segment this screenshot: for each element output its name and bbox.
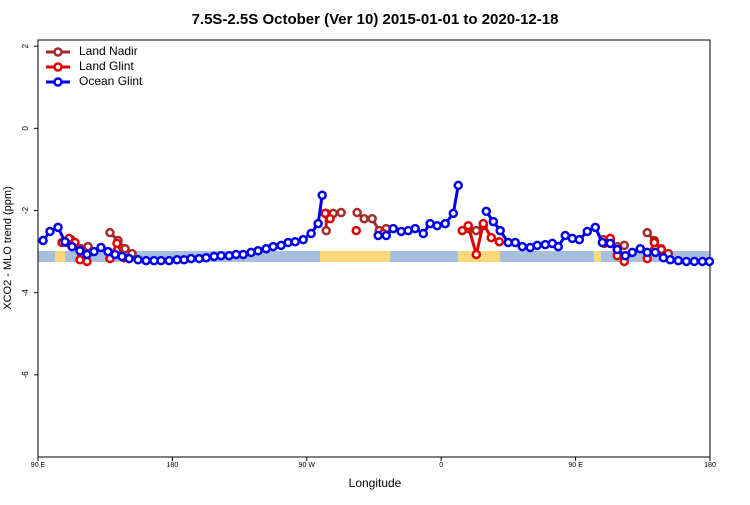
data-point xyxy=(665,255,676,265)
legend-marker xyxy=(53,77,63,87)
data-point xyxy=(141,255,151,266)
data-point xyxy=(704,256,715,267)
data-point xyxy=(574,234,585,245)
data-point xyxy=(488,216,499,227)
data-point xyxy=(53,222,63,233)
legend-label: Land Nadir xyxy=(79,44,138,58)
data-point xyxy=(201,252,211,263)
data-point xyxy=(432,220,442,231)
data-point xyxy=(553,241,564,252)
data-point xyxy=(253,246,263,256)
data-point xyxy=(112,238,122,249)
legend-label: Ocean Glint xyxy=(79,74,143,88)
data-point xyxy=(352,207,362,218)
data-point xyxy=(373,230,383,241)
data-point xyxy=(627,247,638,258)
x-axis-label: Longitude xyxy=(349,476,402,490)
data-point xyxy=(495,225,505,236)
data-point xyxy=(457,225,468,236)
x-tick-label: 90 E xyxy=(31,462,46,469)
data-point xyxy=(410,223,420,234)
data-point xyxy=(597,237,608,248)
y-axis-label: XCO2 - MLO trend (ppm) xyxy=(2,186,14,309)
data-point xyxy=(298,234,308,245)
data-point xyxy=(133,255,143,265)
data-point xyxy=(290,236,300,247)
data-point xyxy=(582,226,592,237)
data-point xyxy=(75,246,85,256)
data-point xyxy=(381,230,391,241)
data-point xyxy=(351,225,361,236)
data-point xyxy=(463,220,473,231)
data-point xyxy=(164,255,174,266)
y-tick-label: 0 xyxy=(21,126,30,131)
data-point xyxy=(38,235,48,246)
data-point xyxy=(45,226,55,237)
chart-title: 7.5S-2.5S October (Ver 10) 2015-01-01 to… xyxy=(192,11,559,28)
plot-frame xyxy=(37,39,711,458)
data-point xyxy=(486,232,496,243)
data-point xyxy=(510,237,521,248)
data-point xyxy=(481,206,492,217)
data-point xyxy=(367,213,377,224)
data-point xyxy=(313,218,323,229)
x-tick-label: 0 xyxy=(439,462,443,469)
data-point xyxy=(681,256,692,267)
y-tick-label: -2 xyxy=(21,206,30,214)
data-point xyxy=(605,238,615,249)
legend-marker xyxy=(53,47,63,57)
data-point xyxy=(321,225,331,236)
data-point xyxy=(120,243,130,254)
data-point xyxy=(216,250,226,261)
data-point xyxy=(359,213,369,224)
data-point xyxy=(471,225,482,236)
data-point xyxy=(642,247,653,258)
data-point xyxy=(89,246,99,257)
x-tick-label: 90 W xyxy=(299,462,316,469)
data-point xyxy=(418,228,429,239)
y-tick-label: -6 xyxy=(21,371,30,379)
data-point xyxy=(494,236,505,247)
data-point xyxy=(642,227,653,238)
data-point xyxy=(448,208,459,219)
data-point xyxy=(453,180,463,191)
data-point xyxy=(471,249,482,260)
data-point xyxy=(650,247,661,258)
data-point xyxy=(620,250,631,261)
data-point xyxy=(186,253,196,264)
data-point xyxy=(649,237,660,248)
y-tick-label: -4 xyxy=(21,289,30,297)
x-tick-label: 180 xyxy=(704,462,716,469)
data-point xyxy=(673,255,684,266)
legend-label: Land Glint xyxy=(79,59,134,73)
data-point xyxy=(517,241,528,252)
data-point xyxy=(619,240,630,251)
data-point xyxy=(612,244,623,255)
x-tick-label: 90 E xyxy=(568,462,583,469)
data-point xyxy=(440,218,450,229)
data-point xyxy=(635,243,646,254)
data-point xyxy=(60,236,70,247)
data-point xyxy=(336,207,346,218)
data-point xyxy=(478,218,489,229)
data-point xyxy=(590,222,601,233)
data-point xyxy=(689,256,700,267)
y-tick-label: 2 xyxy=(21,43,30,48)
data-point xyxy=(388,223,399,234)
data-point xyxy=(238,249,248,260)
data-point xyxy=(317,190,327,201)
data-point xyxy=(306,228,316,239)
data-point xyxy=(532,240,542,251)
data-point xyxy=(325,213,335,224)
data-point xyxy=(67,241,77,252)
data-point xyxy=(268,241,278,252)
data-point xyxy=(96,242,106,253)
legend-marker xyxy=(53,62,63,72)
data-point xyxy=(156,255,166,266)
data-point xyxy=(105,227,115,238)
data-point xyxy=(320,208,330,219)
data-point xyxy=(124,253,134,264)
x-tick-label: 180 xyxy=(167,462,179,469)
